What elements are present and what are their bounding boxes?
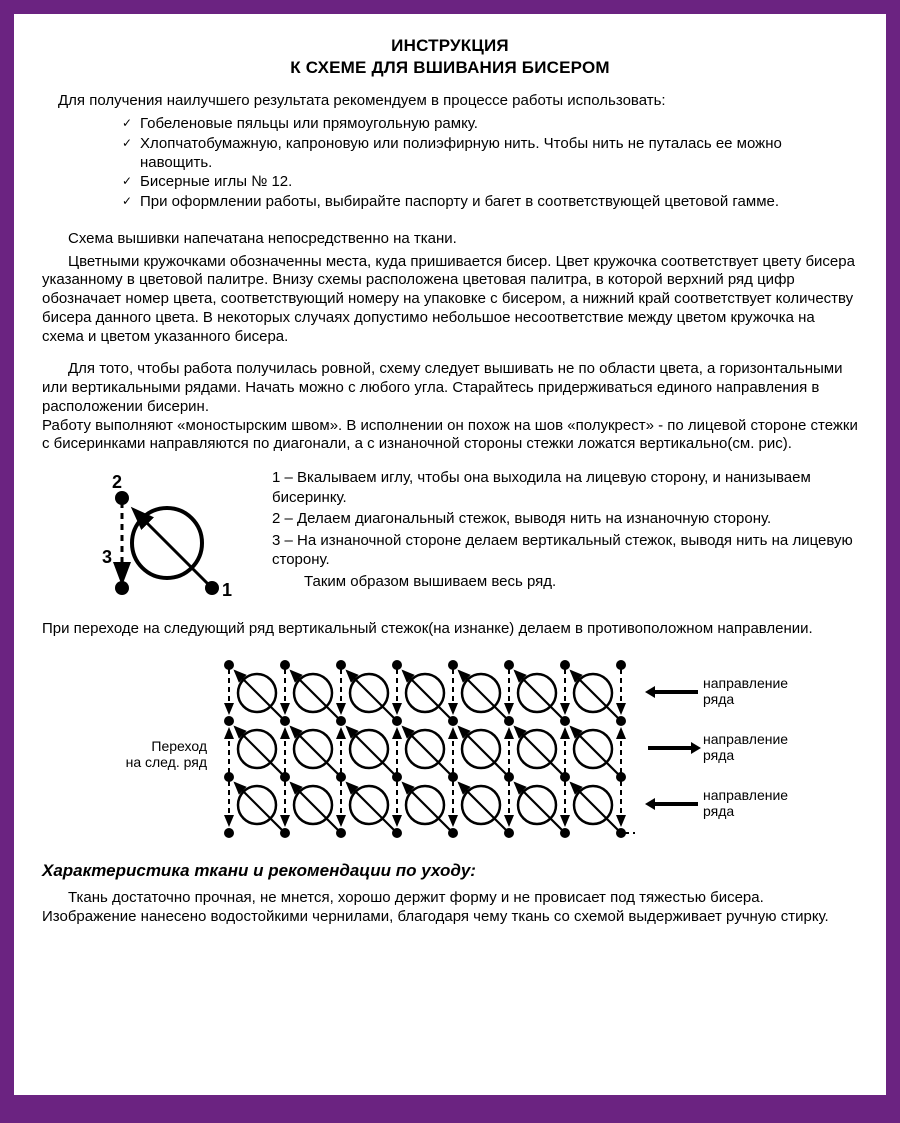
step-2: 2 – Делаем диагональный стежок, выводя н… xyxy=(272,509,858,529)
label-3: 3 xyxy=(102,547,112,567)
intro-text: Для получения наилучшего результата реко… xyxy=(58,92,858,109)
title-line-2: К СХЕМЕ ДЛЯ ВШИВАНИЯ БИСЕРОМ xyxy=(42,58,858,78)
step-3: 3 – На изнаночной стороне делаем вертика… xyxy=(272,531,858,570)
list-item: При оформлении работы, выбирайте паспорт… xyxy=(122,193,858,212)
arrow-right-icon xyxy=(643,738,703,758)
paragraph-5: При переходе на следующий ряд вертикальн… xyxy=(42,620,858,639)
care-heading: Характеристика ткани и рекомендации по у… xyxy=(42,861,858,881)
grid-transition-label: Переход на след. ряд xyxy=(97,738,207,770)
single-stitch-diagram-block: 2 3 1 1 – Вкалываем иглу, чтобы она выхо… xyxy=(72,468,858,608)
arrow-left-icon xyxy=(643,794,703,814)
grid-diagram-icon xyxy=(215,653,635,843)
paragraph-3: Для тото, чтобы работа получилась ровной… xyxy=(42,360,858,416)
care-text: Ткань достаточно прочная, не мнется, хор… xyxy=(42,889,858,927)
instruction-page: ИНСТРУКЦИЯ К СХЕМЕ ДЛЯ ВШИВАНИЯ БИСЕРОМ … xyxy=(14,14,886,1095)
list-item: Гобеленовые пяльцы или прямоугольную рам… xyxy=(122,115,858,134)
title-line-1: ИНСТРУКЦИЯ xyxy=(42,36,858,56)
single-stitch-diagram-icon: 2 3 1 xyxy=(72,468,242,608)
arrow-left-icon xyxy=(643,682,703,702)
list-item: Хлопчатобумажную, капроновую или полиэфи… xyxy=(122,135,858,173)
grid-direction-labels: направление ряда направление ряда направ… xyxy=(643,664,803,832)
paragraph-2: Цветными кружочками обозначенны места, к… xyxy=(42,253,858,347)
label-1: 1 xyxy=(222,580,232,600)
stitch-steps: 1 – Вкалываем иглу, чтобы она выходила н… xyxy=(272,468,858,593)
step-final: Таким образом вышиваем весь ряд. xyxy=(304,572,858,592)
step-1: 1 – Вкалываем иглу, чтобы она выходила н… xyxy=(272,468,858,507)
paragraph-1: Схема вышивки напечатана непосредственно… xyxy=(42,230,858,249)
grid-diagram-block: Переход на след. ряд направление ряда на… xyxy=(42,653,858,843)
recommendations-list: Гобеленовые пяльцы или прямоугольную рам… xyxy=(122,115,858,212)
list-item: Бисерные иглы № 12. xyxy=(122,173,858,192)
label-2: 2 xyxy=(112,472,122,492)
paragraph-4: Работу выполняют «моностырским швом». В … xyxy=(42,417,858,455)
